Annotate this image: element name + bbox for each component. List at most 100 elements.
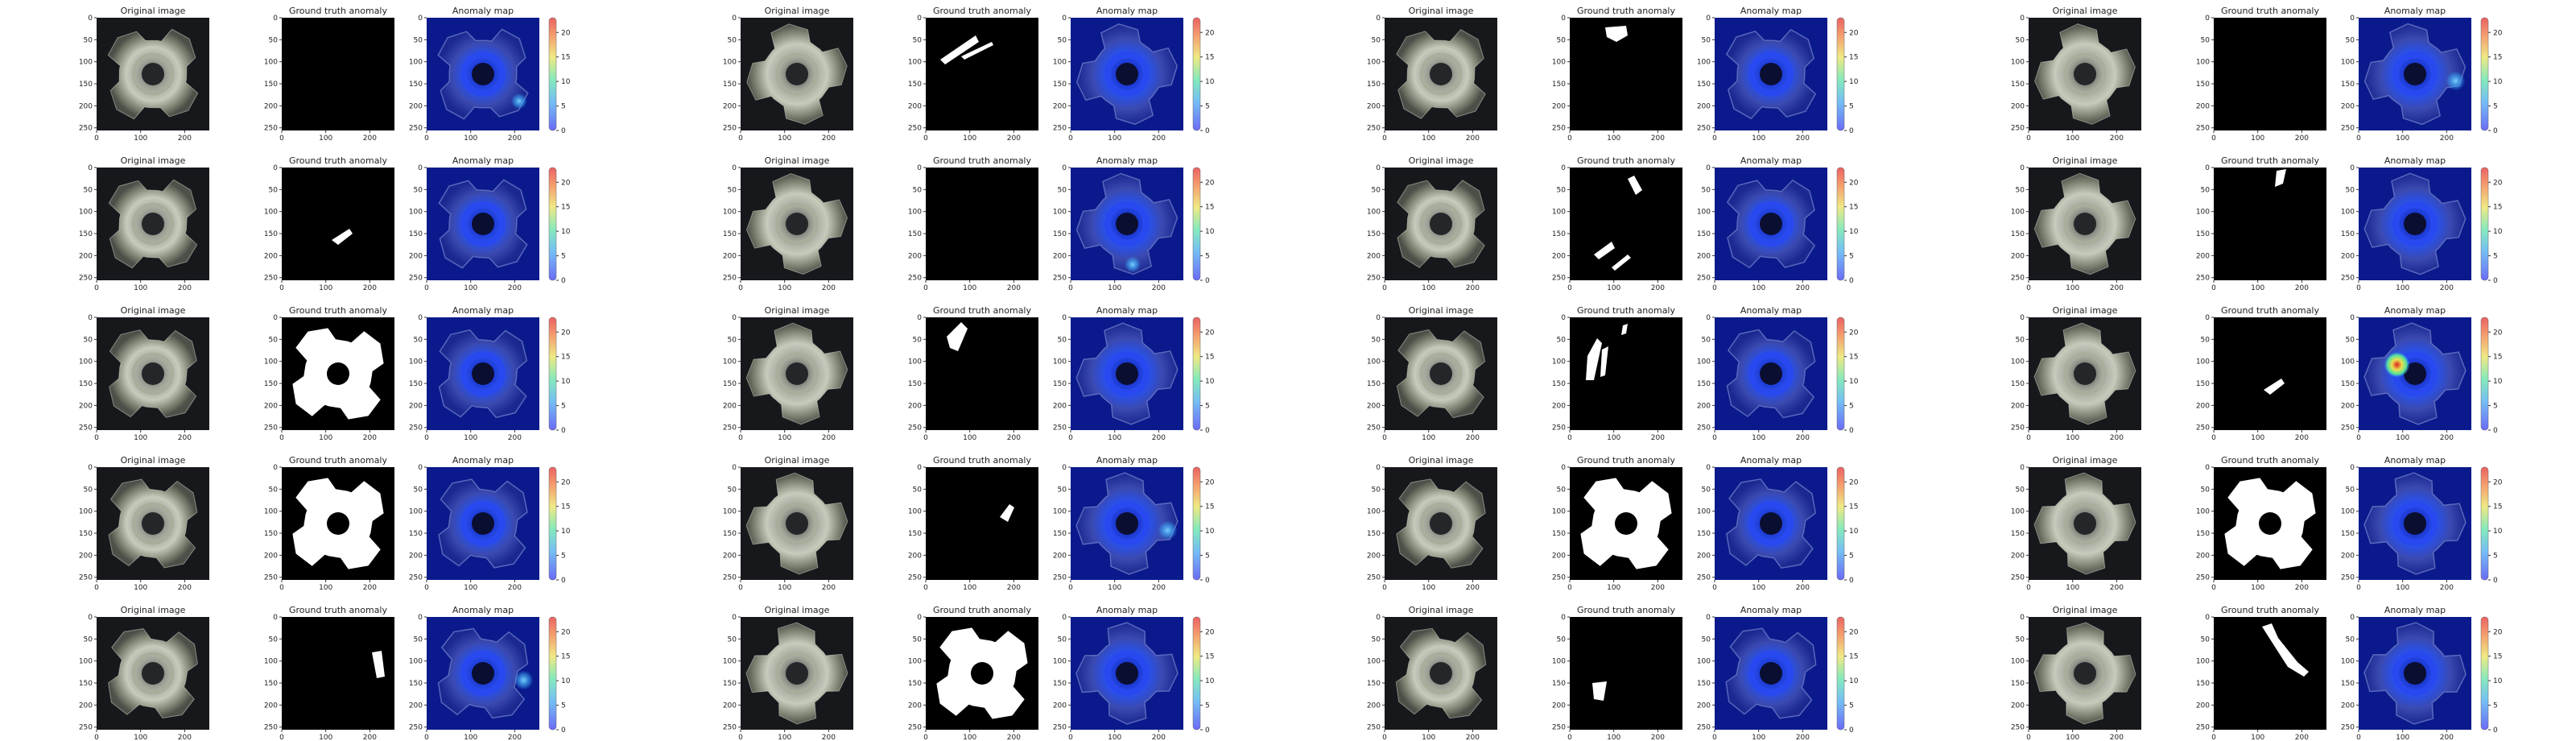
y-tick-label: 100 [1053, 508, 1067, 516]
heat-ring [1104, 501, 1150, 546]
y-tick-label: 150 [409, 81, 423, 89]
y-tick-label: 0 [917, 614, 922, 622]
colorbar-tick-label: 15 [1205, 653, 1214, 661]
x-tick-label: 200 [2110, 284, 2124, 292]
y-tick-label: 150 [1367, 530, 1381, 538]
x-tick-label: 0 [2356, 434, 2361, 442]
x-tick-label: 200 [178, 135, 192, 143]
colorbar-tick-label: 20 [561, 29, 571, 37]
y-tick-label: 100 [2011, 209, 2025, 217]
x-tick-label: 200 [1466, 584, 1480, 592]
y-tick-label: 250 [79, 125, 93, 133]
y-tick-label: 200 [1697, 102, 1711, 110]
y-tick-label: 50 [269, 635, 279, 644]
y-tick-label: 250 [409, 574, 423, 582]
heat-hole [1116, 662, 1138, 685]
y-tick-label: 0 [88, 464, 93, 472]
x-tick-label: 200 [178, 434, 192, 442]
y-tick-label: 100 [908, 59, 922, 67]
anomaly-mask [1605, 26, 1628, 42]
panel-title-ground-truth: Ground truth anomaly [2221, 155, 2320, 166]
x-tick-label: 100 [1607, 284, 1620, 292]
y-tick-label: 50 [728, 486, 737, 494]
colorbar-tick-label: 15 [1849, 54, 1858, 62]
y-tick-label: 150 [1697, 680, 1711, 688]
x-tick-label: 0 [279, 734, 284, 741]
x-tick-label: 100 [319, 734, 332, 741]
heat-hole [1116, 362, 1138, 385]
panel-title-original: Original image [2053, 305, 2118, 316]
y-tick-label: 150 [2341, 530, 2355, 538]
colorbar-tick-label: 5 [1205, 253, 1210, 261]
y-tick-label: 250 [1053, 125, 1067, 133]
colorbar-tick-label: 20 [1205, 478, 1215, 486]
colorbar-tick-label: 5 [561, 403, 566, 411]
x-tick-label: 100 [319, 284, 332, 292]
x-tick-label: 0 [1712, 135, 1717, 143]
x-tick-label: 200 [1651, 135, 1665, 143]
y-tick-label: 250 [409, 424, 423, 433]
colorbar-tick-label: 5 [2493, 253, 2498, 261]
y-tick-label: 200 [2196, 702, 2210, 710]
y-tick-label: 150 [1367, 230, 1381, 238]
y-tick-label: 0 [2205, 464, 2210, 472]
y-tick-label: 0 [88, 614, 93, 622]
panel-title-anomaly-map: Anomaly map [1096, 455, 1158, 466]
colorbar-tick-label: 15 [2493, 54, 2502, 62]
heat-hole [1760, 362, 1782, 385]
panel-title-original: Original image [121, 455, 186, 466]
y-tick-label: 200 [1697, 402, 1711, 410]
colorbar [1192, 616, 1201, 731]
y-tick-label: 0 [273, 314, 278, 322]
heat-ring [1748, 201, 1794, 246]
x-tick-label: 200 [2440, 284, 2454, 292]
part-hole [1430, 63, 1452, 85]
x-tick-label: 100 [1108, 734, 1121, 741]
colorbar-tick-label: 0 [1849, 127, 1854, 135]
colorbar-tick-label: 15 [561, 653, 570, 661]
x-tick-label: 100 [963, 584, 976, 592]
y-tick-label: 250 [264, 424, 278, 433]
y-tick-label: 150 [264, 81, 278, 89]
y-tick-label: 100 [264, 358, 278, 366]
y-tick-label: 0 [1062, 314, 1067, 322]
x-tick-label: 0 [279, 284, 284, 292]
colorbar-tick-label: 20 [561, 179, 571, 187]
colorbar-tick-label: 0 [561, 727, 566, 735]
anomaly-mask [2262, 623, 2309, 677]
x-tick-label: 200 [178, 734, 192, 741]
anomaly-mask [1000, 504, 1014, 522]
y-tick-label: 0 [1706, 14, 1711, 23]
x-tick-label: 200 [1152, 734, 1166, 741]
y-tick-label: 250 [2196, 724, 2210, 732]
y-tick-label: 0 [1376, 464, 1381, 472]
y-tick-label: 50 [1557, 36, 1567, 44]
colorbar [1836, 616, 1845, 731]
x-tick-label: 0 [923, 434, 928, 442]
y-tick-label: 250 [1552, 424, 1566, 433]
part-ring [775, 202, 819, 246]
heat-hole [1760, 63, 1782, 85]
ground-truth-image [282, 18, 394, 130]
part-hole [2074, 512, 2096, 535]
x-tick-label: 200 [508, 284, 522, 292]
y-tick-label: 50 [728, 36, 737, 44]
x-tick-label: 200 [822, 584, 836, 592]
x-tick-label: 100 [1108, 284, 1121, 292]
y-tick-label: 50 [84, 486, 93, 494]
y-tick-label: 100 [264, 508, 278, 516]
x-tick-label: 200 [1651, 584, 1665, 592]
y-tick-label: 250 [79, 275, 93, 283]
y-tick-label: 250 [1053, 424, 1067, 433]
colorbar-tick-label: 10 [1205, 228, 1215, 236]
heat-hole [472, 362, 494, 385]
part-ring [131, 52, 175, 96]
y-tick-label: 0 [2205, 314, 2210, 322]
y-tick-label: 250 [1697, 275, 1711, 283]
colorbar-tick-label: 5 [561, 103, 566, 111]
y-tick-label: 250 [1552, 574, 1566, 582]
y-tick-label: 0 [273, 14, 278, 23]
ground-truth-image [1570, 617, 1682, 730]
